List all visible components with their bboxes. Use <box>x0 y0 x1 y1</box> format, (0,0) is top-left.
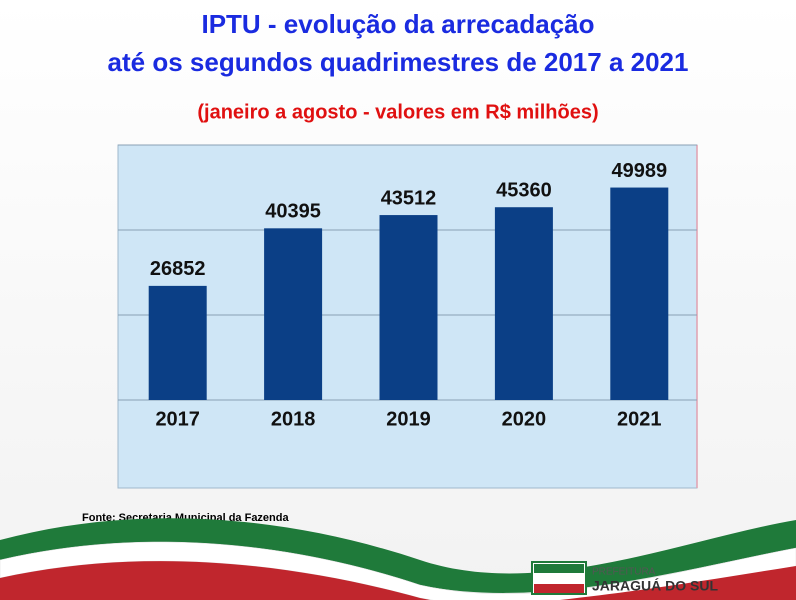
logo-top: PREFEITURA <box>592 567 656 578</box>
value-label: 49989 <box>611 160 667 182</box>
x-tick-label: 2020 <box>502 408 547 430</box>
x-tick-label: 2021 <box>617 408 662 430</box>
bar <box>494 207 553 400</box>
value-label: 26852 <box>150 258 206 280</box>
subtitle: (janeiro a agosto - valores em R$ milhõe… <box>197 101 598 123</box>
title-line: até os segundos quadrimestres de 2017 a … <box>108 47 689 77</box>
value-label: 43512 <box>381 187 437 209</box>
bar <box>610 187 669 400</box>
logo-name: JARAGUÁ DO SUL <box>592 578 718 594</box>
x-tick-label: 2019 <box>386 408 431 430</box>
ribbon-red <box>560 566 796 600</box>
bar <box>148 285 207 400</box>
logo-stripe <box>534 564 584 573</box>
value-label: 40395 <box>265 201 321 223</box>
value-label: 45360 <box>496 180 552 202</box>
ribbon-red <box>0 561 520 600</box>
ribbon-green <box>0 518 796 593</box>
title-line: IPTU - evolução da arrecadação <box>201 9 594 39</box>
bar <box>264 228 323 400</box>
x-tick-label: 2017 <box>155 408 200 430</box>
logo-stripe <box>534 584 584 593</box>
bar <box>379 215 438 400</box>
x-tick-label: 2018 <box>271 408 316 430</box>
plot: 26852 2017 40395 2018 43512 2019 45360 2020 4998… <box>118 144 697 430</box>
